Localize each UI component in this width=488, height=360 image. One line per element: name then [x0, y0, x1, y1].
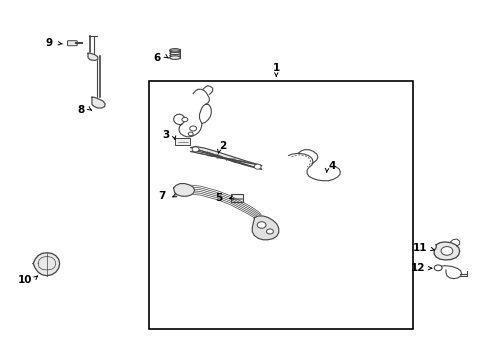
Polygon shape	[433, 242, 459, 260]
Text: 7: 7	[158, 191, 166, 201]
Text: 9: 9	[45, 38, 52, 48]
Bar	[175, 138, 189, 145]
Polygon shape	[88, 53, 98, 60]
Polygon shape	[92, 97, 105, 108]
Bar	[149, 81, 412, 329]
Text: 3: 3	[163, 130, 169, 140]
Circle shape	[257, 222, 265, 228]
Circle shape	[182, 117, 187, 122]
Text: 11: 11	[412, 243, 427, 253]
Text: 12: 12	[410, 263, 425, 273]
Text: 4: 4	[328, 161, 336, 171]
Ellipse shape	[169, 49, 180, 52]
Ellipse shape	[169, 56, 180, 59]
Bar	[230, 194, 243, 202]
Circle shape	[189, 126, 196, 131]
Text: 5: 5	[215, 193, 222, 203]
Circle shape	[188, 132, 193, 136]
Polygon shape	[190, 147, 261, 169]
Text: 8: 8	[77, 105, 84, 115]
Circle shape	[192, 147, 199, 152]
Circle shape	[266, 229, 273, 234]
FancyBboxPatch shape	[67, 41, 77, 46]
Text: 6: 6	[154, 53, 161, 63]
Polygon shape	[252, 216, 278, 240]
Text: 1: 1	[272, 63, 279, 73]
Circle shape	[254, 164, 261, 169]
Text: 2: 2	[219, 141, 225, 151]
Circle shape	[440, 247, 452, 255]
Polygon shape	[173, 184, 194, 196]
Circle shape	[433, 265, 441, 271]
Polygon shape	[33, 253, 60, 276]
Text: 10: 10	[18, 275, 33, 285]
